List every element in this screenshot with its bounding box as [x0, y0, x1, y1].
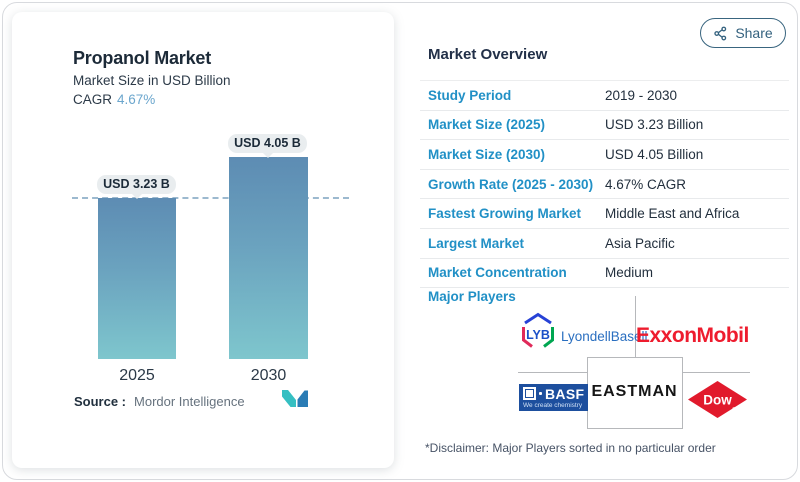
- row-value: USD 4.05 Billion: [605, 146, 704, 162]
- reference-dashed-line: [72, 197, 349, 199]
- row-value: 4.67% CAGR: [605, 176, 687, 192]
- x-axis-label-2025: 2025: [119, 367, 155, 384]
- table-row: Fastest Growing Market Middle East and A…: [420, 199, 789, 229]
- row-label[interactable]: Study Period: [428, 87, 512, 103]
- row-value: 2019 - 2030: [605, 87, 678, 103]
- table-row: Market Concentration Medium: [420, 259, 789, 289]
- chart-card: Propanol Market Market Size in USD Billi…: [12, 12, 394, 468]
- row-value: USD 3.23 Billion: [605, 117, 704, 133]
- dow-diamond-logo: Dow ®: [688, 381, 747, 418]
- row-label[interactable]: Fastest Growing Market: [428, 206, 582, 222]
- overview-heading: Market Overview: [428, 46, 548, 63]
- source-label: Source :: [74, 394, 127, 409]
- dow-wordmark: Dow: [703, 393, 732, 408]
- row-label[interactable]: Market Size (2025): [428, 117, 546, 133]
- table-row: Growth Rate (2025 - 2030) 4.67% CAGR: [420, 170, 789, 200]
- chart-subtitle: Market Size in USD Billion: [73, 73, 231, 88]
- dow-registered-mark: ®: [732, 406, 736, 413]
- lyb-monogram: LYB: [526, 328, 550, 342]
- basf-tagline: We create chemistry: [523, 401, 583, 409]
- row-label[interactable]: Market Concentration: [428, 265, 567, 281]
- table-row: Largest Market Asia Pacific: [420, 229, 789, 259]
- x-axis-label-2030: 2030: [250, 367, 287, 384]
- disclaimer-text: *Disclaimer: Major Players sorted in no …: [425, 441, 716, 455]
- eastman-logo: EASTMAN: [591, 383, 678, 400]
- logo-grid-horizontal-line-right: [682, 372, 750, 373]
- row-label[interactable]: Market Size (2030): [428, 146, 546, 162]
- logo-grid-cell-box: [587, 357, 683, 429]
- row-value: Medium: [605, 265, 654, 281]
- basf-square-icon: [523, 387, 536, 400]
- cagr-value: 4.67%: [117, 92, 156, 107]
- share-button[interactable]: Share: [700, 18, 786, 48]
- cagr-label: CAGR: [73, 92, 113, 107]
- basf-dot-icon: [539, 392, 542, 395]
- bar-2025: [98, 198, 176, 359]
- row-value: Asia Pacific: [605, 235, 675, 251]
- table-row: Market Size (2030) USD 4.05 Billion: [420, 140, 789, 170]
- logo-grid-vertical-line: [635, 296, 636, 357]
- share-button-label: Share: [735, 25, 773, 41]
- exxonmobil-logo: ExxonMobil: [636, 324, 749, 347]
- source-attribution: Source : Mordor Intelligence: [74, 394, 245, 409]
- chart-title: Propanol Market: [73, 48, 212, 68]
- chart-cagr: CAGR 4.67%: [73, 92, 155, 107]
- bar-value-badge-2030: USD 4.05 B: [228, 134, 307, 158]
- table-row: Study Period 2019 - 2030: [420, 81, 789, 111]
- row-label[interactable]: Growth Rate (2025 - 2030): [428, 176, 594, 192]
- lyondellbasell-wordmark: LyondellBasell: [561, 329, 648, 344]
- basf-logo: BASF We create chemistry: [519, 384, 588, 411]
- major-players-label: Major Players: [428, 289, 516, 304]
- bar-value-badge-2025: USD 3.23 B: [97, 175, 176, 199]
- row-value: Middle East and Africa: [605, 206, 740, 222]
- table-row: Market Size (2025) USD 3.23 Billion: [420, 111, 789, 141]
- mordor-intelligence-logo-icon: [282, 390, 308, 407]
- row-label[interactable]: Largest Market: [428, 235, 525, 251]
- share-icon: [714, 26, 727, 40]
- source-name: Mordor Intelligence: [134, 394, 245, 409]
- basf-wordmark: BASF: [545, 385, 585, 402]
- overview-table: Study Period 2019 - 2030 Market Size (20…: [420, 80, 789, 289]
- lyondellbasell-hexagon-icon: LYB: [522, 312, 554, 348]
- logo-grid-horizontal-line-left: [518, 372, 587, 373]
- bar-2030: [229, 157, 308, 359]
